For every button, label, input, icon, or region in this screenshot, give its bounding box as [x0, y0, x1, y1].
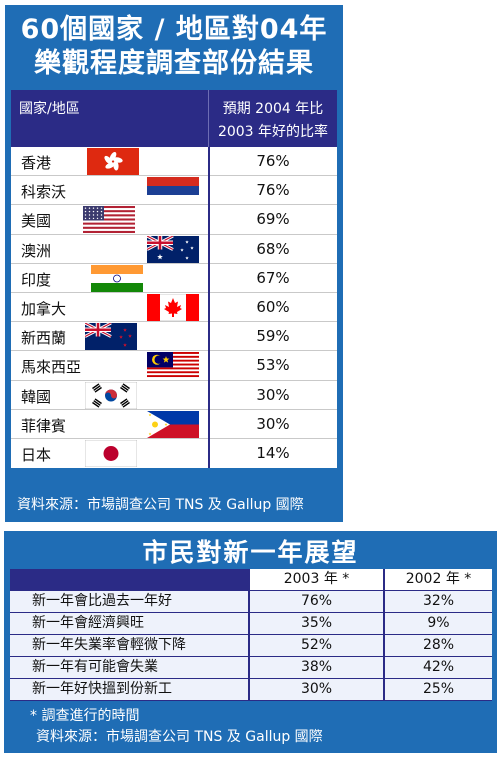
outlook-panel: 市民對新一年展望 2003 年 * 2002 年 * 新一年會比過去一年好 76%…	[4, 531, 497, 753]
optimism-value: 30%	[256, 414, 290, 433]
optimism-table: 國家/地區 預期 2004 年比 2003 年好的比率 香港 76% 科索沃 76% 美…	[11, 90, 337, 468]
table-row: 菲律賓 30%	[11, 410, 337, 439]
new-zealand-flag-icon	[84, 321, 137, 351]
table-row: 韓國 30%	[11, 381, 337, 410]
australia-flag-icon	[146, 234, 199, 263]
outlook-item: 新一年好快搵到份新工	[10, 679, 248, 700]
table-row: 新一年好快搵到份新工 30% 25%	[10, 679, 492, 701]
row-divider	[11, 437, 337, 439]
row-divider	[11, 379, 337, 381]
value-2002: 42%	[385, 657, 492, 678]
optimism-value: 69%	[256, 210, 290, 229]
header-2002: 2002 年 *	[385, 569, 492, 590]
panel2-source: 資料來源：市場調查公司 TNS 及 Gallup 國際	[36, 729, 323, 745]
header-blank	[10, 569, 248, 590]
country-name: 美國	[21, 212, 52, 231]
panel1-source: 資料來源：市場調查公司 TNS 及 Gallup 國際	[17, 497, 304, 513]
value-2002: 28%	[385, 635, 492, 656]
panel1-title-line2: 樂觀程度調查部份結果	[34, 48, 314, 79]
row-divider	[11, 233, 337, 235]
table-row: 新一年失業率會輕微下降 52% 28%	[10, 635, 492, 657]
country-name: 澳洲	[21, 241, 52, 260]
value-2003: 30%	[250, 679, 383, 700]
panel1-title-line1: 60個國家 / 地區對04年	[20, 14, 328, 45]
optimism-survey-panel: 60個國家 / 地區對04年 樂觀程度調查部份結果 國家/地區 預期 2004 …	[5, 5, 343, 522]
outlook-table-header: 2003 年 * 2002 年 *	[10, 569, 492, 591]
canada-flag-icon	[146, 293, 200, 322]
header-divider	[208, 90, 209, 147]
outlook-table: 2003 年 * 2002 年 * 新一年會比過去一年好 76% 32% 新一年會經濟…	[10, 569, 492, 701]
optimism-table-header: 國家/地區 預期 2004 年比 2003 年好的比率	[11, 90, 337, 147]
table-row: 香港 76%	[11, 147, 337, 177]
header-country: 國家/地區	[19, 101, 80, 117]
table-row: 科索沃 76%	[11, 176, 337, 206]
optimism-value: 60%	[256, 298, 290, 316]
column-divider	[208, 147, 210, 468]
japan-flag-icon	[84, 439, 138, 468]
panel2-note: * 調查進行的時間	[30, 708, 140, 724]
optimism-value: 76%	[256, 181, 290, 200]
optimism-value: 53%	[256, 356, 290, 375]
country-name: 科索沃	[21, 183, 67, 202]
value-2003: 38%	[250, 657, 383, 678]
south-korea-flag-icon	[84, 381, 138, 409]
value-2003: 52%	[250, 635, 383, 656]
row-divider	[11, 408, 337, 410]
table-row: 日本 14%	[11, 439, 337, 468]
country-name: 香港	[21, 154, 52, 172]
country-name: 加拿大	[21, 300, 67, 318]
usa-flag-icon	[83, 206, 135, 234]
philippines-flag-icon	[147, 410, 199, 439]
optimism-value: 68%	[256, 239, 290, 258]
table-row: 印度 67%	[11, 264, 337, 293]
value-2002: 32%	[385, 591, 492, 612]
outlook-item: 新一年會比過去一年好	[10, 591, 248, 612]
row-divider	[11, 321, 337, 323]
country-name: 印度	[21, 270, 52, 289]
india-flag-icon	[91, 264, 143, 293]
header-2003: 2003 年 *	[250, 569, 383, 590]
country-name: 馬來西亞	[21, 358, 82, 377]
optimism-value: 76%	[256, 152, 290, 170]
kosovo-flag-icon	[146, 176, 200, 205]
malaysia-flag-icon	[147, 352, 199, 380]
table-row: 新一年會經濟興旺 35% 9%	[10, 613, 492, 635]
optimism-value: 59%	[256, 327, 290, 346]
outlook-item: 新一年有可能會失業	[10, 657, 248, 678]
row-divider	[11, 350, 337, 352]
panel2-title: 市民對新一年展望	[142, 538, 359, 567]
country-name: 韓國	[21, 387, 52, 406]
outlook-item: 新一年會經濟興旺	[10, 613, 248, 634]
country-name: 菲律賓	[21, 416, 67, 435]
country-name: 日本	[21, 446, 52, 464]
header-ratio-line1: 預期 2004 年比	[222, 101, 324, 117]
header-ratio-line2: 2003 年好的比率	[217, 124, 329, 140]
table-row: 馬來西亞 53%	[11, 351, 337, 381]
row-divider	[11, 204, 337, 206]
table-row: 美國 69%	[11, 205, 337, 235]
value-2003: 76%	[250, 591, 383, 612]
table-row: 加拿大 60%	[11, 293, 337, 323]
row-divider	[11, 291, 337, 293]
optimism-value: 14%	[256, 444, 290, 462]
table-row: 新一年有可能會失業 38% 42%	[10, 657, 492, 679]
country-name: 新西蘭	[21, 329, 67, 348]
table-row: 新一年會比過去一年好 76% 32%	[10, 591, 492, 613]
outlook-item: 新一年失業率會輕微下降	[10, 635, 248, 656]
hong-kong-flag-icon	[87, 148, 139, 175]
value-2002: 25%	[385, 679, 492, 700]
table-row: 澳洲 68%	[11, 234, 337, 264]
optimism-value: 30%	[256, 385, 290, 404]
table-row: 新西蘭 59%	[11, 321, 337, 352]
row-divider	[11, 262, 337, 264]
value-2002: 9%	[385, 613, 492, 634]
value-2003: 35%	[250, 613, 383, 634]
row-divider	[11, 175, 337, 177]
optimism-value: 67%	[256, 268, 290, 287]
